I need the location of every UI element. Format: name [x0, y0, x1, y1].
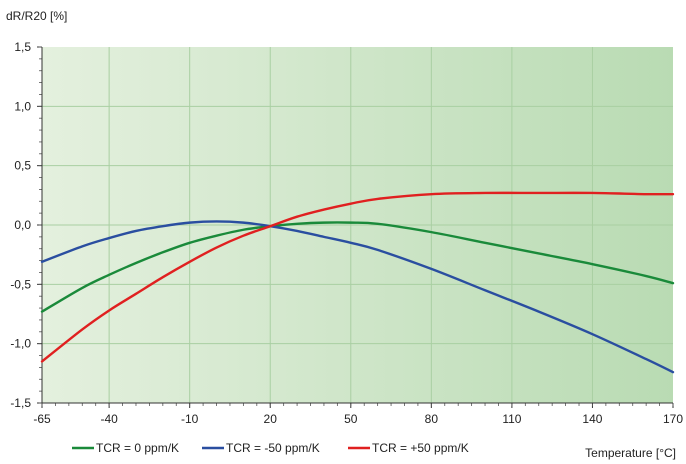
x-tick-label: 170 [663, 412, 683, 426]
y-tick-label: -0,5 [10, 277, 31, 291]
y-axis-title: dR/R20 [%] [6, 9, 67, 23]
x-axis-title: Temperature [°C] [585, 446, 676, 460]
legend-label: TCR = 0 ppm/K [96, 441, 179, 455]
x-tick-label: 20 [264, 412, 278, 426]
series-line [40, 221, 675, 313]
x-tick-label: -10 [181, 412, 199, 426]
y-tick-label: 1,5 [14, 40, 31, 54]
tick-labels: -65 -40 -10 20 50 80 110 140 170 1,5 1,0 0,5 0,0 -0,5… [10, 40, 683, 426]
x-tick-label: 50 [344, 412, 358, 426]
series-line [40, 191, 675, 363]
legend-label: TCR = +50 ppm/K [372, 441, 469, 455]
x-tick-label: 110 [502, 412, 521, 426]
y-tick-label: 0,5 [14, 159, 31, 173]
y-tick-label: -1,0 [10, 337, 31, 351]
x-tick-label: -65 [33, 412, 51, 426]
y-tick-label: 0,0 [14, 218, 31, 232]
axes [37, 46, 674, 408]
x-tick-label: -40 [100, 412, 118, 426]
series-line [40, 220, 675, 374]
x-tick-label: 80 [425, 412, 439, 426]
x-tick-label: 140 [582, 412, 602, 426]
legend-label: TCR = -50 ppm/K [226, 441, 320, 455]
legend: TCR = 0 ppm/K TCR = -50 ppm/K TCR = +50 pp… [72, 441, 469, 455]
y-tick-label: 1,0 [14, 99, 31, 113]
y-tick-label: -1,5 [10, 396, 31, 410]
series-lines [40, 191, 675, 374]
